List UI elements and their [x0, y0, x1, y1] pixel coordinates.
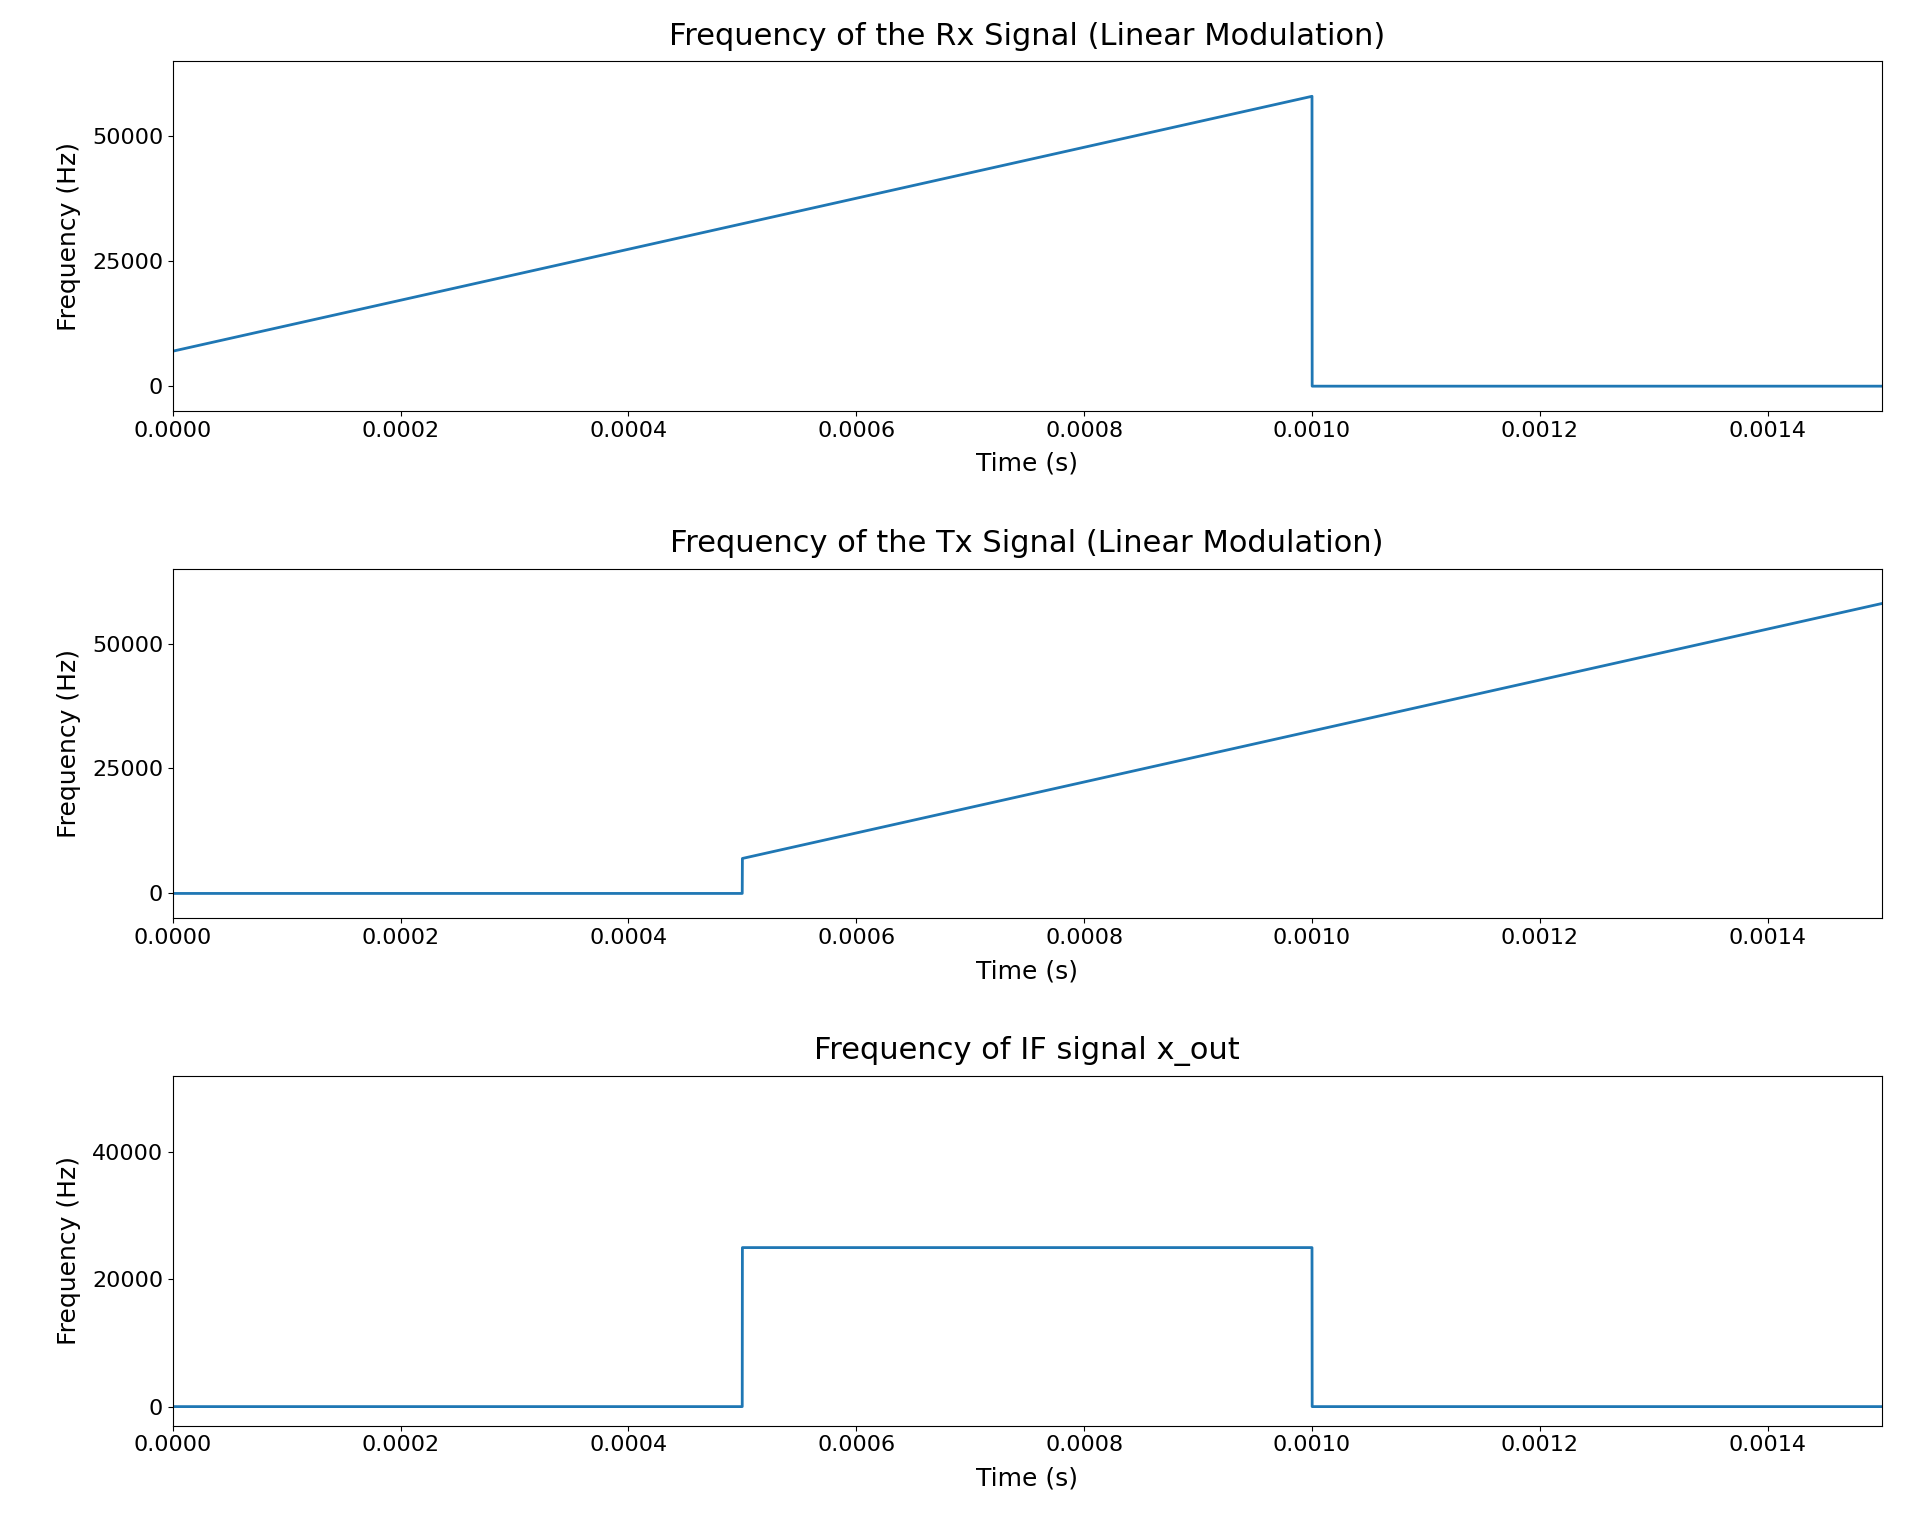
- Y-axis label: Frequency (Hz): Frequency (Hz): [58, 141, 81, 331]
- Title: Frequency of the Tx Signal (Linear Modulation): Frequency of the Tx Signal (Linear Modul…: [670, 529, 1384, 558]
- Title: Frequency of the Rx Signal (Linear Modulation): Frequency of the Rx Signal (Linear Modul…: [668, 21, 1386, 51]
- Y-axis label: Frequency (Hz): Frequency (Hz): [58, 648, 81, 839]
- Y-axis label: Frequency (Hz): Frequency (Hz): [58, 1156, 81, 1346]
- Title: Frequency of IF signal x_out: Frequency of IF signal x_out: [814, 1036, 1240, 1065]
- X-axis label: Time (s): Time (s): [975, 960, 1079, 983]
- X-axis label: Time (s): Time (s): [975, 452, 1079, 475]
- X-axis label: Time (s): Time (s): [975, 1467, 1079, 1490]
